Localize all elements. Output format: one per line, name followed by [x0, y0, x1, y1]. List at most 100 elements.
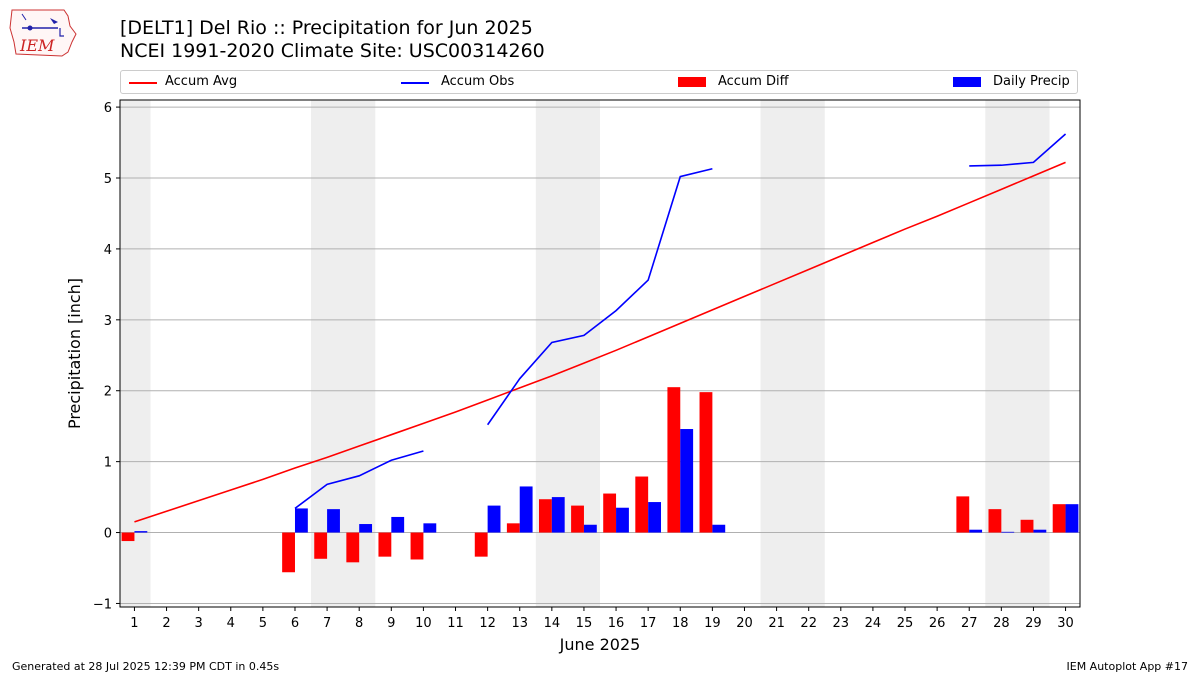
x-tick-label-20: 20 — [736, 616, 753, 631]
daily-precip-bar-day-30 — [1065, 504, 1079, 533]
daily-precip-bar-day-12 — [487, 505, 501, 533]
legend-swatch-daily-precip — [953, 77, 981, 87]
y-tick-label-2: 2 — [104, 385, 112, 400]
accum-diff-bar-day-28 — [988, 509, 1002, 533]
accum-obs-line-segment-1 — [294, 450, 424, 510]
x-tick-label-6: 6 — [291, 616, 299, 631]
logo-text: IEM — [20, 36, 55, 55]
x-tick-label-30: 30 — [1057, 616, 1074, 631]
y-tick-label-3: 3 — [104, 314, 112, 329]
x-tick-label-27: 27 — [961, 616, 978, 631]
daily-precip-bar-day-19 — [712, 524, 726, 533]
daily-precip-bar-day-17 — [648, 502, 662, 533]
y-tick-label-6: 6 — [104, 101, 112, 116]
daily-precip-bar-day-10 — [423, 523, 437, 533]
y-tick-label-4: 4 — [104, 243, 112, 258]
x-tick-label-12: 12 — [479, 616, 496, 631]
accum-diff-bar-day-27 — [956, 496, 970, 533]
accum-diff-bar-day-15 — [571, 505, 584, 533]
daily-precip-bar-day-7 — [327, 509, 340, 533]
accum-diff-bar-day-12 — [474, 532, 488, 557]
legend-swatch-accum-obs — [401, 82, 429, 84]
x-tick-label-28: 28 — [993, 616, 1010, 631]
y-tick-label-0: 0 — [104, 527, 112, 542]
accum-diff-bar-day-9 — [378, 532, 392, 557]
x-tick-label-21: 21 — [768, 616, 785, 631]
iem-logo: IEM — [8, 6, 80, 58]
x-tick-label-19: 19 — [704, 616, 721, 631]
x-tick-label-7: 7 — [323, 616, 331, 631]
x-tick-label-1: 1 — [130, 616, 138, 631]
accum-diff-bar-day-8 — [346, 532, 360, 563]
x-tick-label-15: 15 — [576, 616, 593, 631]
x-tick-label-18: 18 — [672, 616, 689, 631]
x-tick-label-24: 24 — [865, 616, 882, 631]
x-tick-label-13: 13 — [511, 616, 528, 631]
legend-swatch-accum-diff — [678, 77, 706, 87]
x-tick-label-8: 8 — [355, 616, 363, 631]
accum-diff-bar-day-18 — [667, 387, 681, 533]
x-tick-label-23: 23 — [833, 616, 850, 631]
footer-app-text: IEM Autoplot App #17 — [1066, 660, 1189, 673]
legend-label-accum-diff: Accum Diff — [718, 74, 789, 89]
plot-frame — [119, 99, 1081, 608]
daily-precip-bar-day-8 — [359, 524, 373, 533]
accum-diff-bar-day-6 — [282, 532, 295, 573]
y-tick-label-5: 5 — [104, 172, 112, 187]
legend: Accum Avg Accum Obs Accum Diff Daily Pre… — [120, 70, 1078, 94]
accum-diff-bar-day-10 — [410, 532, 424, 560]
daily-precip-bar-day-13 — [519, 486, 533, 533]
accum-diff-bar-day-29 — [1020, 519, 1034, 533]
legend-label-accum-avg: Accum Avg — [165, 74, 238, 89]
x-tick-label-26: 26 — [929, 616, 946, 631]
x-tick-label-16: 16 — [608, 616, 625, 631]
x-tick-label-4: 4 — [227, 616, 235, 631]
daily-precip-bar-day-15 — [583, 524, 597, 533]
accum-diff-bar-day-7 — [314, 532, 328, 559]
weekend-shade-1 — [120, 100, 151, 607]
daily-precip-bar-day-1 — [134, 531, 148, 533]
accum-diff-bar-day-30 — [1052, 504, 1066, 533]
accum-avg-line-segment-1 — [134, 161, 1066, 523]
accum-diff-bar-day-19 — [699, 392, 713, 533]
x-tick-label-11: 11 — [447, 616, 464, 631]
x-tick-label-22: 22 — [800, 616, 817, 631]
y-tick-label--1: −1 — [93, 597, 112, 612]
daily-precip-bar-day-6 — [294, 508, 308, 533]
x-tick-label-9: 9 — [387, 616, 395, 631]
daily-precip-bar-day-14 — [551, 497, 565, 533]
x-tick-label-3: 3 — [195, 616, 203, 631]
x-tick-label-17: 17 — [640, 616, 657, 631]
weekend-shade-2 — [311, 100, 376, 607]
legend-label-daily-precip: Daily Precip — [993, 74, 1070, 89]
weekend-shade-4 — [760, 100, 825, 607]
x-tick-label-5: 5 — [259, 616, 267, 631]
chart-subtitle: NCEI 1991-2020 Climate Site: USC00314260 — [120, 40, 545, 62]
daily-precip-bar-day-29 — [1033, 529, 1047, 533]
x-tick-label-10: 10 — [415, 616, 432, 631]
daily-precip-bar-day-27 — [969, 529, 983, 533]
x-tick-label-2: 2 — [162, 616, 170, 631]
x-axis-label: June 2025 — [559, 635, 641, 654]
footer-generated-text: Generated at 28 Jul 2025 12:39 PM CDT in… — [12, 660, 280, 673]
legend-swatch-accum-avg — [129, 82, 157, 84]
y-tick-label-1: 1 — [104, 456, 112, 471]
accum-obs-line-segment-3 — [969, 133, 1067, 167]
accum-diff-bar-day-14 — [538, 499, 552, 533]
legend-label-accum-obs: Accum Obs — [441, 74, 515, 89]
accum-diff-bar-day-17 — [635, 476, 649, 533]
y-axis-label: Precipitation [inch] — [65, 278, 84, 429]
accum-diff-bar-day-1 — [121, 532, 135, 542]
accum-diff-bar-day-16 — [603, 493, 617, 533]
daily-precip-bar-day-18 — [680, 429, 694, 533]
x-tick-label-25: 25 — [897, 616, 914, 631]
x-tick-label-14: 14 — [544, 616, 561, 631]
daily-precip-bar-day-16 — [616, 507, 629, 533]
accum-diff-bar-day-13 — [506, 523, 520, 533]
chart-title: [DELT1] Del Rio :: Precipitation for Jun… — [120, 17, 533, 39]
accum-obs-line-segment-2 — [486, 168, 713, 426]
x-tick-label-29: 29 — [1025, 616, 1042, 631]
daily-precip-bar-day-9 — [391, 516, 405, 533]
daily-precip-bar-day-28 — [1001, 531, 1015, 533]
